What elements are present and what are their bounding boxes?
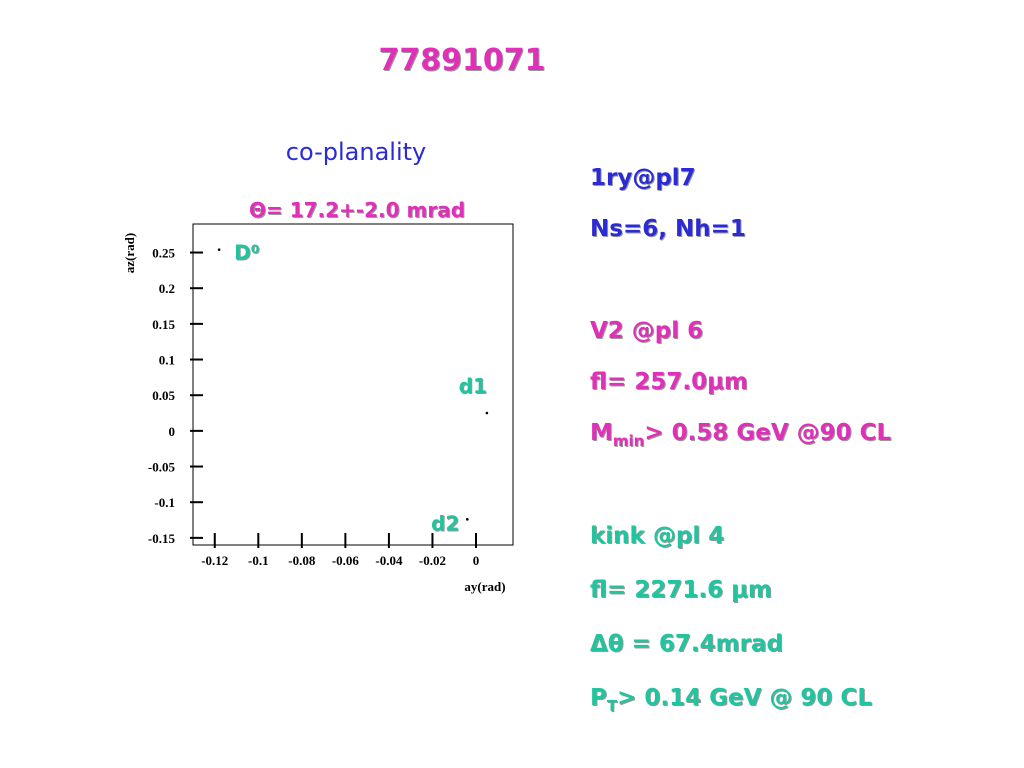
text-segment: 1ry@pl7 (590, 165, 696, 191)
info-line: fl= 257.0μm (590, 369, 748, 395)
y-tick-label: 0.05 (152, 388, 175, 403)
point-label: d2 (431, 511, 459, 535)
x-axis-label: ay(rad) (464, 579, 505, 594)
info-line: PT> 0.14 GeV @ 90 CL (590, 685, 872, 715)
x-tick-label: -0.1 (248, 553, 269, 568)
y-tick-label: -0.1 (154, 495, 175, 510)
y-tick-label: -0.05 (148, 460, 176, 475)
x-tick-label: -0.04 (375, 553, 403, 568)
info-line: Ns=6, Nh=1 (590, 216, 746, 242)
point-label: d1 (459, 374, 487, 398)
chart-subtitle: Θ= 17.2+-2.0 mrad (249, 198, 465, 222)
info-line: 1ry@pl7 (590, 165, 696, 191)
chart-title: co-planality (286, 138, 426, 166)
y-tick-label: 0.25 (152, 246, 175, 261)
text-segment: > 0.58 GeV @90 CL (644, 420, 891, 446)
text-segment: fl= 2271.6 μm (590, 577, 772, 603)
x-tick-label: -0.12 (201, 553, 228, 568)
info-line: fl= 2271.6 μm (590, 577, 772, 603)
x-tick-label: -0.06 (332, 553, 360, 568)
text-segment: M (590, 420, 613, 446)
text-segment: Ns=6, Nh=1 (590, 216, 746, 242)
x-tick-label: -0.08 (288, 553, 316, 568)
text-segment: V2 @pl 6 (590, 318, 703, 344)
point (465, 518, 469, 521)
plot-frame (192, 223, 514, 546)
x-tick-label: -0.02 (419, 553, 446, 568)
y-tick-label: 0.2 (159, 281, 175, 296)
info-line: kink @pl 4 (590, 523, 724, 549)
subscript: T (607, 697, 618, 715)
slide-title: 77891071 (379, 43, 546, 78)
y-axis-label: az(rad) (122, 233, 137, 273)
y-tick-label: -0.15 (148, 531, 176, 546)
subscript: min (613, 432, 644, 450)
point (217, 248, 221, 251)
y-tick-label: 0 (169, 424, 176, 439)
point-label: D⁰ (234, 241, 259, 265)
info-line: Mmin> 0.58 GeV @90 CL (590, 420, 892, 450)
y-tick-label: 0.15 (152, 317, 175, 332)
text-segment: kink @pl 4 (590, 523, 724, 549)
y-tick-label: 0.1 (159, 353, 175, 368)
info-line: V2 @pl 6 (590, 318, 703, 344)
x-tick-label: 0 (473, 553, 480, 568)
text-segment: > 0.14 GeV @ 90 CL (617, 685, 872, 711)
text-segment: fl= 257.0μm (590, 369, 748, 395)
point (485, 411, 489, 415)
info-line: Δθ = 67.4mrad (590, 631, 783, 657)
text-segment: P (590, 685, 607, 711)
text-segment: Δθ = 67.4mrad (590, 631, 783, 657)
